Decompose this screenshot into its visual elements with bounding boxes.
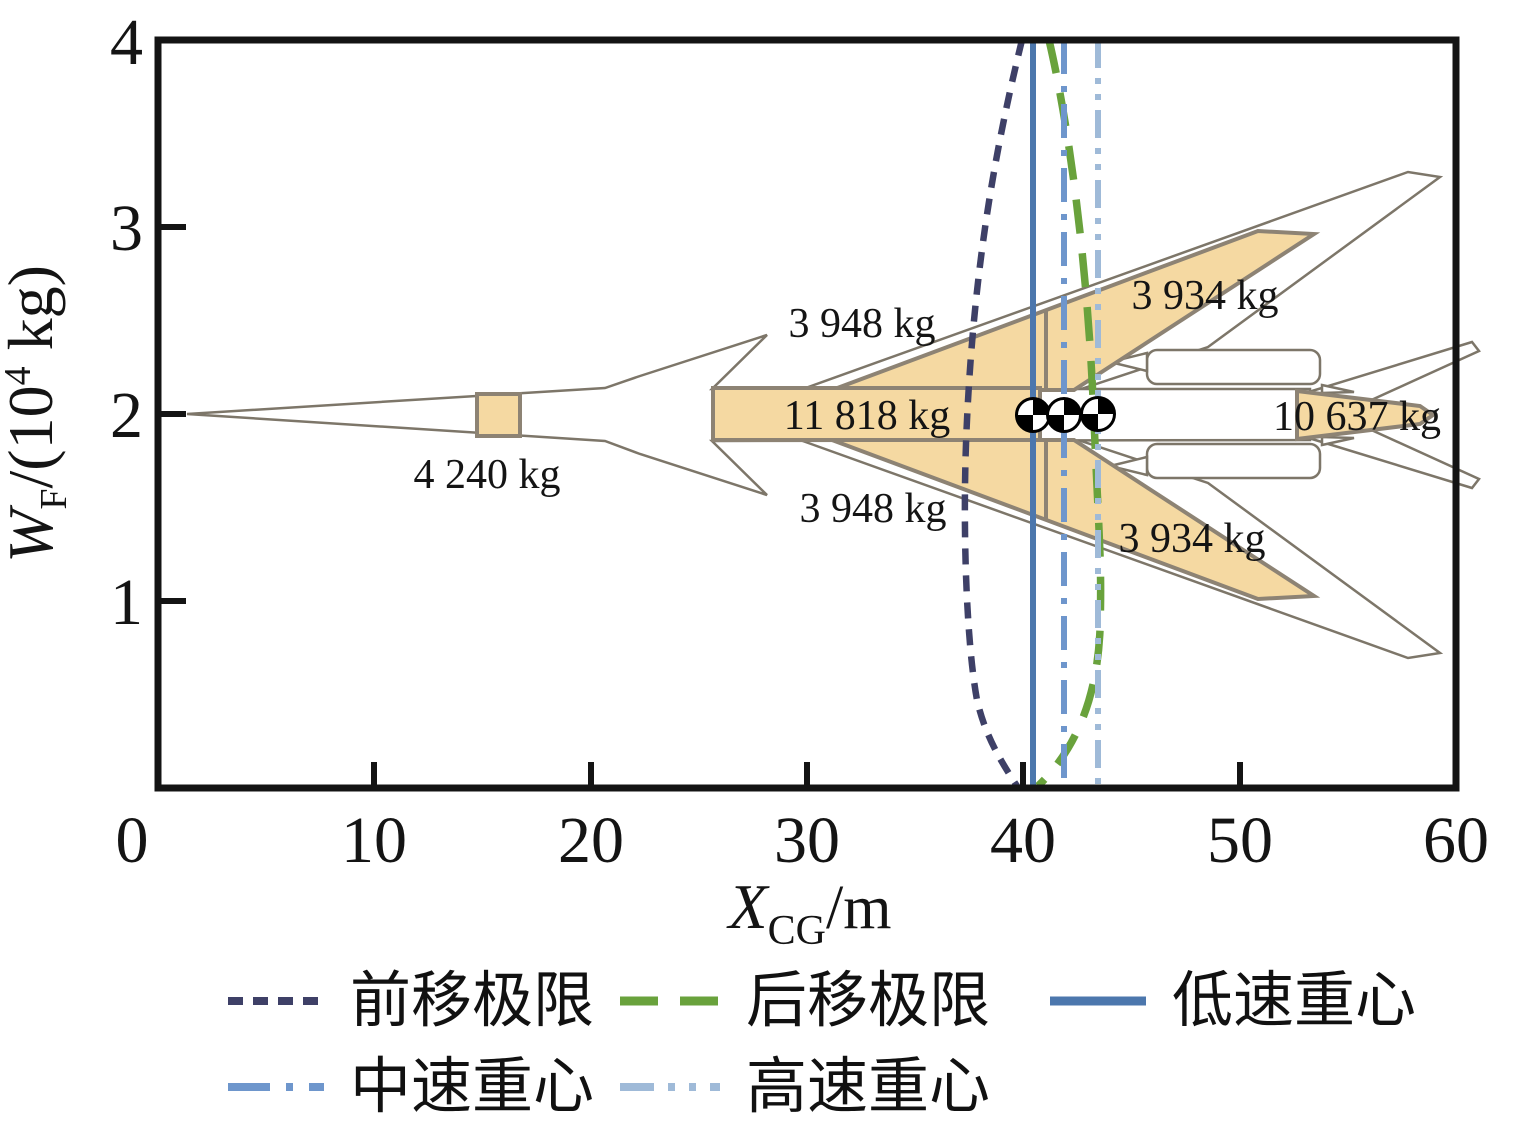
aft-limit-curve xyxy=(1035,39,1105,789)
mid-speed-cg-line-sample xyxy=(228,1083,324,1091)
plot-area: 4 240 kg 3 948 kg 11 818 kg 3 948 kg 3 9… xyxy=(0,6,1490,954)
legend-label-high-speed-cg: 高速重心 xyxy=(746,1053,991,1121)
forward-limit-line-sample xyxy=(228,997,324,1005)
legend-item-low-speed-cg: 低速重心 xyxy=(1048,962,1416,1040)
x-tick-0: 0 xyxy=(116,804,149,877)
tank-label-fuselage: 11 818 kg xyxy=(784,393,950,439)
inlet-wedge-upper xyxy=(1109,351,1149,373)
tank-nose xyxy=(475,392,522,438)
tank-label-tail: 10 637 kg xyxy=(1273,394,1441,440)
cg-symbol-2 xyxy=(1046,397,1082,433)
y-tick-3: 3 xyxy=(110,192,143,265)
x-ticks xyxy=(371,762,1243,788)
x-tick-60: 60 xyxy=(1423,804,1489,877)
y-ticks xyxy=(158,224,186,604)
tank-label-wing-lower: 3 948 kg xyxy=(800,486,947,532)
fuel-tanks xyxy=(475,228,1437,602)
legend-item-forward-limit: 前移极限 xyxy=(226,962,594,1040)
tank-fuselage-center xyxy=(711,386,1042,442)
tank-tail xyxy=(1295,388,1437,442)
legend-label-mid-speed-cg: 中速重心 xyxy=(350,1053,595,1121)
legend-label-aft-limit: 后移极限 xyxy=(746,967,991,1035)
aft-limit-line-sample xyxy=(620,996,720,1006)
forward-limit-curve xyxy=(961,39,1026,788)
y-axis-title: WF/(104 kg) xyxy=(0,265,75,563)
y-tick-2: 2 xyxy=(110,379,143,452)
nozzle-wedge-upper xyxy=(1320,383,1355,395)
nozzle-wedge-lower xyxy=(1320,435,1355,447)
nacelle-upper xyxy=(1145,348,1322,386)
tank-labels: 4 240 kg 3 948 kg 11 818 kg 3 948 kg 3 9… xyxy=(414,273,1442,562)
x-tick-40: 40 xyxy=(990,804,1056,877)
low-speed-cg-line-sample xyxy=(1050,996,1146,1006)
tank-label-outer-lower: 3 934 kg xyxy=(1119,516,1266,562)
tank-label-wing-upper: 3 948 kg xyxy=(789,301,936,347)
y-tick-labels: 4 3 2 1 xyxy=(110,6,143,639)
legend-item-aft-limit: 后移极限 xyxy=(618,962,990,1040)
legend-item-mid-speed-cg: 中速重心 xyxy=(226,1048,594,1126)
x-tick-50: 50 xyxy=(1207,804,1273,877)
x-tick-20: 20 xyxy=(558,804,624,877)
cg-symbols xyxy=(1015,396,1116,433)
x-tick-labels: 0 10 20 30 40 50 60 xyxy=(116,804,1490,877)
high-speed-cg-line-sample xyxy=(620,1083,720,1091)
y-tick-1: 1 xyxy=(110,566,143,639)
cg-symbol-3 xyxy=(1080,396,1116,432)
tank-label-outer-upper: 3 934 kg xyxy=(1132,273,1279,319)
nacelle-lower xyxy=(1145,442,1322,480)
inlet-wedge-lower xyxy=(1109,455,1149,477)
legend-label-low-speed-cg: 低速重心 xyxy=(1172,967,1417,1035)
legend-label-forward-limit: 前移极限 xyxy=(350,967,595,1035)
x-tick-10: 10 xyxy=(341,804,407,877)
cg-symbol-1 xyxy=(1015,397,1051,433)
y-tick-4: 4 xyxy=(110,6,143,79)
x-axis-title: XCG/m xyxy=(726,871,892,954)
axes xyxy=(154,36,1460,792)
x-tick-30: 30 xyxy=(774,804,840,877)
legend-item-high-speed-cg: 高速重心 xyxy=(618,1048,990,1126)
tank-label-nose: 4 240 kg xyxy=(414,452,561,498)
